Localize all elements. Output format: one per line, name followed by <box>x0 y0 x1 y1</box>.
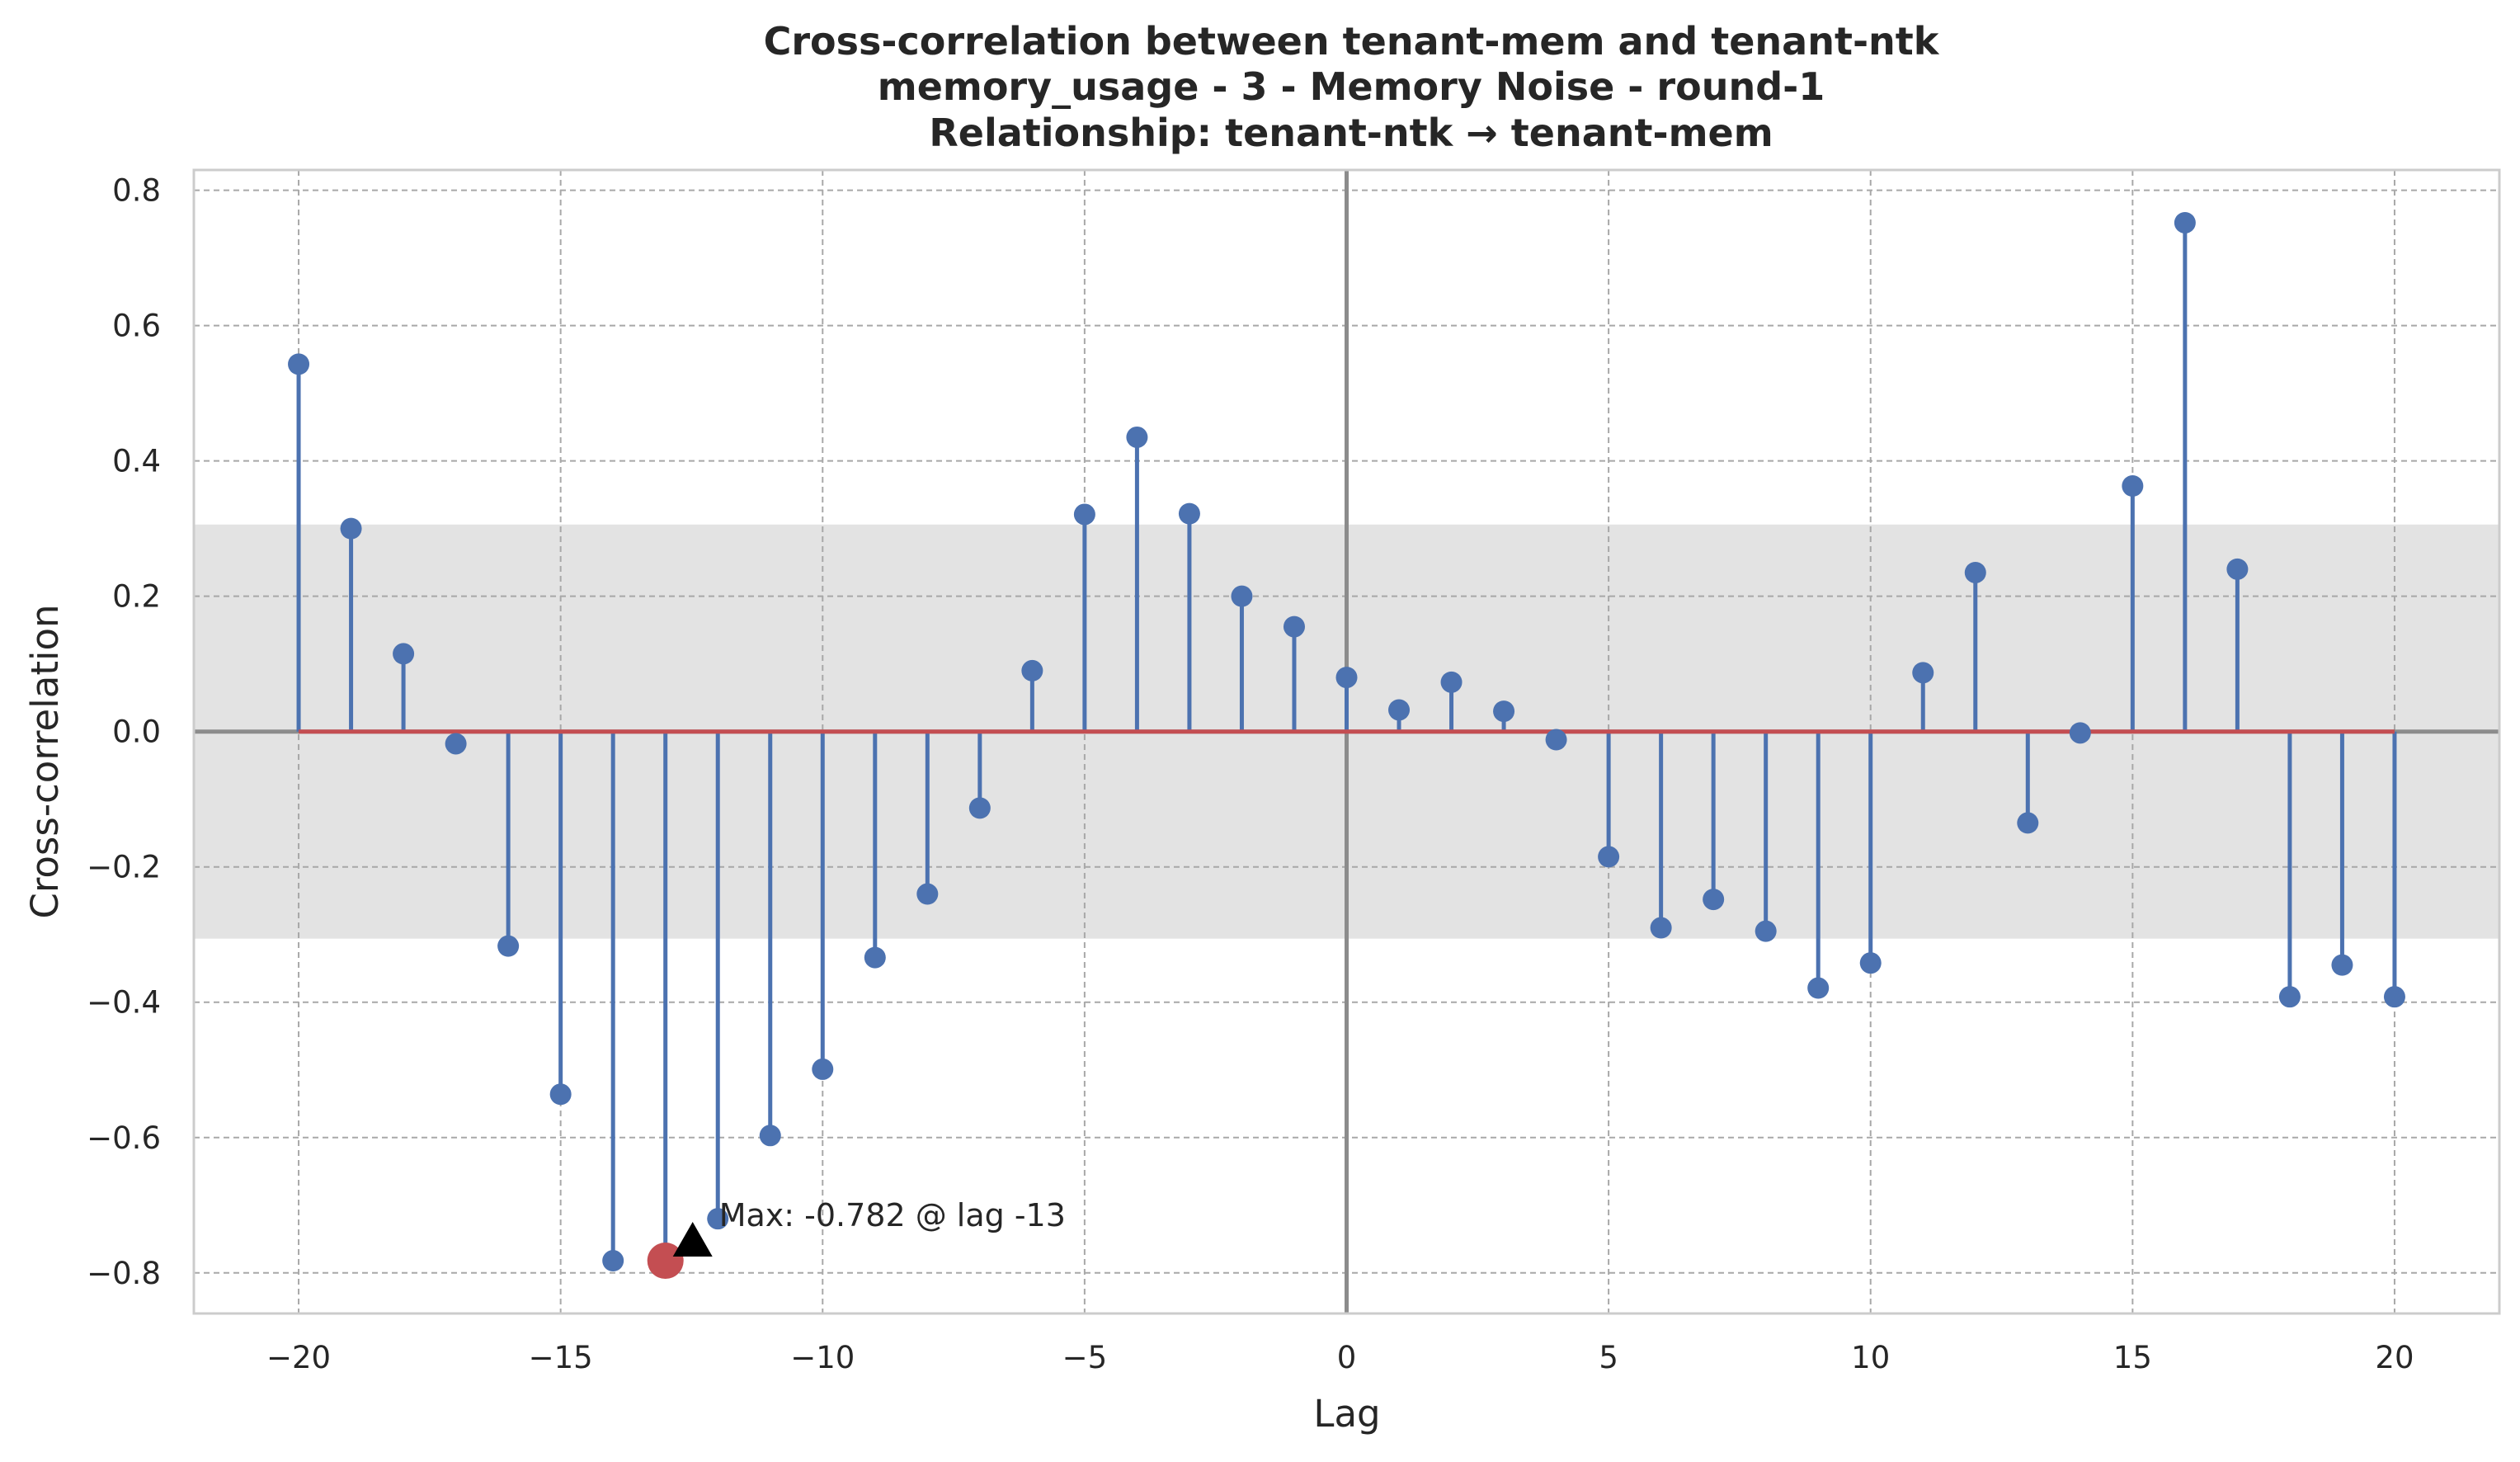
data-point <box>2331 954 2353 976</box>
max-annotation: Max: -0.782 @ lag -13 <box>719 1197 1066 1233</box>
y-tick-label: 0.4 <box>112 444 161 479</box>
data-point <box>1440 671 1463 693</box>
x-tick-label: 10 <box>1851 1340 1890 1375</box>
data-point <box>2226 558 2249 580</box>
x-tick-label: −15 <box>529 1340 593 1375</box>
data-point <box>2069 722 2091 744</box>
x-tick-label: 5 <box>1599 1340 1618 1375</box>
x-tick-label: 15 <box>2113 1340 2152 1375</box>
data-point <box>602 1250 624 1272</box>
data-point <box>1807 977 1830 999</box>
data-point <box>864 946 886 969</box>
max-point-marker <box>647 1243 684 1280</box>
data-point <box>1859 952 1882 974</box>
data-point <box>1231 585 1253 607</box>
x-tick-label: 0 <box>1337 1340 1357 1375</box>
y-tick-label: 0.0 <box>112 714 161 750</box>
x-tick-label: −10 <box>790 1340 855 1375</box>
data-point <box>1755 920 1777 942</box>
data-point <box>2383 986 2405 1008</box>
data-point <box>288 353 310 375</box>
data-point <box>1021 659 1043 681</box>
y-tick-label: −0.6 <box>87 1120 161 1156</box>
x-axis-label: Lag <box>1313 1392 1380 1436</box>
data-point <box>968 797 991 819</box>
data-point <box>2174 211 2196 233</box>
plot-area: Max: -0.782 @ lag -13 −20 −15 −10 −5 0 5 10 15 20… <box>87 168 2501 1375</box>
data-point <box>1964 561 1986 583</box>
y-tick-label: −0.2 <box>87 850 161 885</box>
data-point <box>340 517 362 540</box>
y-tick-label: 0.2 <box>112 579 161 615</box>
data-point <box>497 935 520 957</box>
data-point <box>549 1083 572 1106</box>
data-point <box>2278 986 2301 1008</box>
data-point <box>1126 426 1148 448</box>
y-tick-label: 0.8 <box>112 173 161 209</box>
data-point <box>1178 502 1200 525</box>
y-tick-label: −0.4 <box>87 985 161 1021</box>
data-point <box>1073 503 1095 526</box>
data-point <box>707 1208 729 1230</box>
data-point <box>393 643 415 665</box>
title-line-3: Relationship: tenant-ntk → tenant-mem <box>929 111 1773 155</box>
data-point <box>916 883 939 905</box>
data-point <box>2017 812 2039 834</box>
data-point <box>2122 474 2144 497</box>
title-line-2: memory_usage - 3 - Memory Noise - round-… <box>878 64 1825 109</box>
data-point <box>1703 889 1725 911</box>
data-point <box>1493 700 1515 723</box>
x-tick-label: 20 <box>2375 1340 2414 1375</box>
data-point <box>1388 699 1411 721</box>
data-point <box>1335 667 1358 689</box>
x-tick-label: −20 <box>266 1340 331 1375</box>
y-tick-label: 0.6 <box>112 309 161 344</box>
data-point <box>759 1125 781 1147</box>
data-point <box>1650 917 1672 939</box>
x-tick-label: −5 <box>1062 1340 1108 1375</box>
data-point <box>1545 729 1567 751</box>
annotation-arrow <box>672 1222 713 1257</box>
data-point <box>812 1058 834 1080</box>
plot-frame <box>192 168 2501 1315</box>
y-tick-label: −0.8 <box>87 1256 161 1291</box>
title-line-1: Cross-correlation between tenant-mem and… <box>764 19 1940 64</box>
data-point <box>1283 615 1305 638</box>
data-point <box>1598 846 1620 868</box>
y-axis-label: Cross-correlation <box>23 604 67 918</box>
data-point <box>445 733 467 755</box>
chart-title: Cross-correlation between tenant-mem and… <box>764 19 1940 155</box>
data-point <box>1912 662 1934 684</box>
